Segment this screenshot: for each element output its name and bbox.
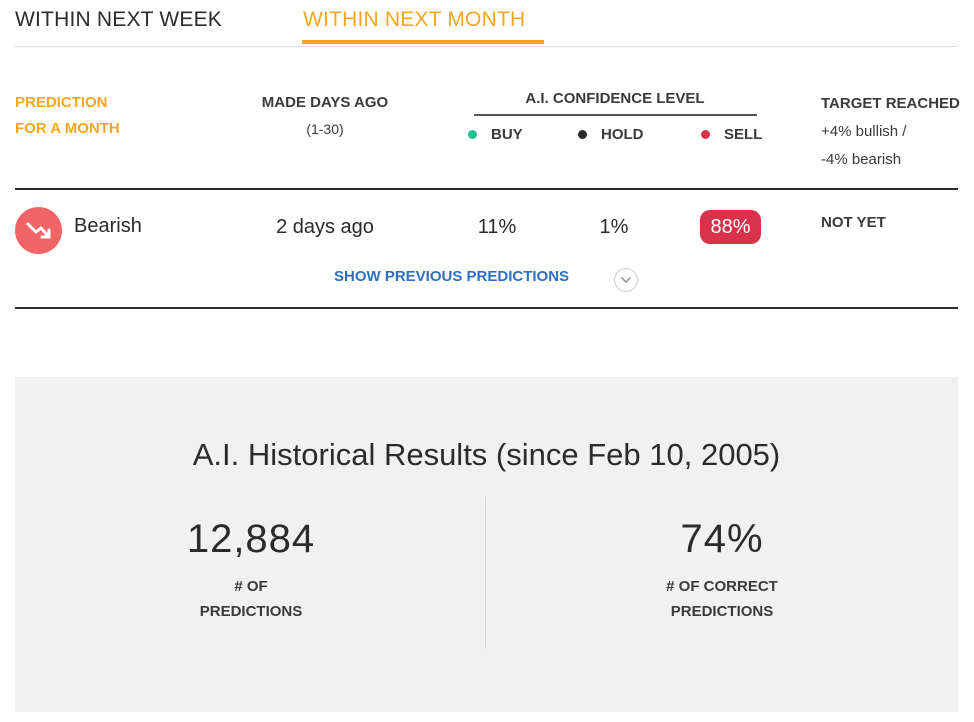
legend-hold-label: HOLD [601,126,644,143]
sell-confidence-badge: 88% [700,210,761,244]
prediction-header-line2: FOR A MONTH [15,120,120,137]
predictions-label-line1: # OF [234,578,268,595]
hold-confidence-value: 1% [599,216,629,238]
sell-dot-icon [701,130,710,139]
predictions-count-label: # OF PREDICTIONS [101,574,401,624]
legend-buy: BUY [468,126,523,143]
buy-confidence-value: 11% [477,216,517,238]
trend-down-icon [15,207,62,254]
legend-sell-label: SELL [724,126,763,143]
buy-dot-icon [468,130,477,139]
target-bearish-threshold: -4% bearish [821,151,902,168]
made-days-ago-range: (1-30) [306,121,344,137]
target-bullish-threshold: +4% bullish / [821,123,907,140]
predictions-count: 12,884 [186,517,316,561]
legend-sell: SELL [701,126,762,143]
confidence-header: A.I. CONFIDENCE LEVEL [525,90,705,107]
chevron-down-icon[interactable] [614,268,638,292]
target-reached-status: NOT YET [821,214,886,231]
target-reached-title: TARGET REACHED [821,95,960,112]
correct-predictions-pct: 74% [680,517,764,561]
prediction-made-days-ago: 2 days ago [276,216,374,238]
table-top-rule [15,188,958,190]
predictions-label-line2: PREDICTIONS [199,603,303,620]
correct-label-line2: PREDICTIONS [670,603,774,620]
show-previous-predictions-link[interactable]: SHOW PREVIOUS PREDICTIONS [334,268,570,285]
active-tab-indicator [302,40,544,44]
made-days-ago-header: MADE DAYS AGO (1-30) [240,90,410,142]
made-days-ago-title: MADE DAYS AGO [261,94,389,111]
tab-within-next-week[interactable]: WITHIN NEXT WEEK [15,8,222,31]
hold-dot-icon [578,130,587,139]
stats-divider [485,497,486,649]
correct-predictions-label: # OF CORRECT PREDICTIONS [572,574,872,624]
timeframe-tabs: WITHIN NEXT WEEK WITHIN NEXT MONTH [15,0,958,47]
legend-hold: HOLD [578,126,644,143]
prediction-trend: Bearish [74,215,142,237]
historical-results-panel: A.I. Historical Results (since Feb 10, 2… [15,377,958,712]
table-bottom-rule [15,307,958,309]
legend-buy-label: BUY [491,126,523,143]
correct-label-line1: # OF CORRECT [666,578,778,595]
target-reached-header: TARGET REACHED +4% bullish / -4% bearish [821,90,971,174]
confidence-header-rule [474,114,757,116]
tab-within-next-month[interactable]: WITHIN NEXT MONTH [303,8,526,31]
prediction-header-line1: PREDICTION [15,94,108,111]
historical-results-title: A.I. Historical Results (since Feb 10, 2… [192,437,781,472]
prediction-header: PREDICTION FOR A MONTH [15,90,175,142]
